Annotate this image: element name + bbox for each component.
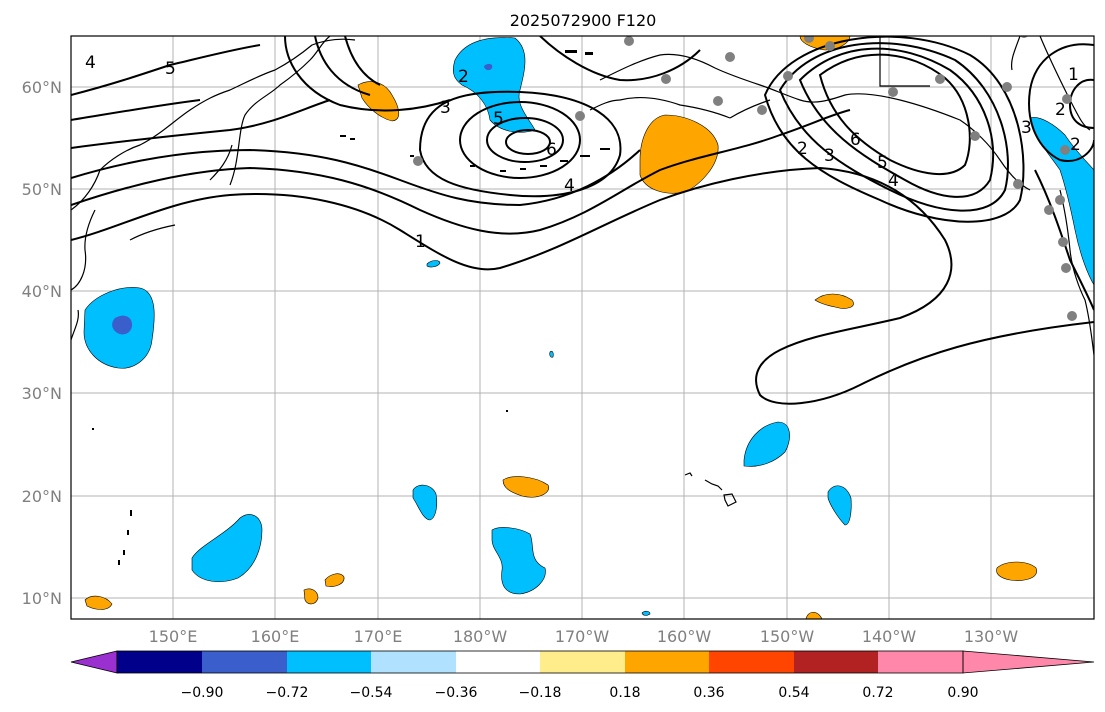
contour-label: 3 — [440, 98, 451, 118]
colorbar-extend-min — [71, 651, 117, 673]
contours — [71, 36, 1094, 405]
lon-label: 170°E — [354, 627, 403, 646]
longitude-labels: 150°E 160°E 170°E 180°W 170°W 160°W 150°… — [149, 627, 1019, 646]
colorbar-extend-max — [963, 651, 1094, 673]
lat-label: 30°N — [22, 384, 62, 403]
colorbar-labels: −0.90 −0.72 −0.54 −0.36 −0.18 0.18 0.36 … — [181, 685, 979, 701]
colorbar-label: −0.90 — [181, 685, 224, 701]
colorbar-segment — [794, 651, 878, 673]
station-markers — [413, 36, 1077, 321]
lon-label: 150°W — [760, 627, 815, 646]
colorbar-label: 0.54 — [778, 685, 809, 701]
contour-label: 2 — [458, 67, 469, 87]
colorbar-label: 0.18 — [609, 685, 640, 701]
lon-label: 150°E — [149, 627, 198, 646]
contour-label: 1 — [1068, 65, 1079, 85]
colorbar-label: −0.36 — [435, 685, 478, 701]
colorbar-segment — [456, 651, 540, 673]
anomaly-fill — [83, 36, 1094, 619]
contour-label: 4 — [564, 176, 575, 196]
colorbar-segment — [287, 651, 371, 673]
contour-label: 6 — [546, 140, 557, 160]
contour-label: 2 — [1055, 100, 1066, 120]
colorbar-segment — [371, 651, 456, 673]
contour-label: 5 — [165, 59, 176, 79]
contour-label: 2 — [1070, 135, 1081, 155]
lat-label: 60°N — [22, 78, 62, 97]
colorbar-label: −0.18 — [519, 685, 562, 701]
contour-label: 5 — [877, 153, 888, 173]
contour-label: 3 — [824, 146, 835, 166]
contour-label: 2 — [797, 139, 808, 159]
colorbar-label: −0.72 — [266, 685, 309, 701]
contour-label: 3 — [1021, 118, 1032, 138]
colorbar — [70, 650, 1095, 674]
contour-label: 4 — [85, 53, 96, 73]
colorbar-label: −0.54 — [350, 685, 393, 701]
colorbar-segment — [202, 651, 287, 673]
latitude-labels: 60°N 50°N 40°N 30°N 20°N 10°N — [22, 78, 62, 608]
map-frame — [70, 35, 1095, 620]
contour-label: 6 — [850, 130, 861, 150]
contour-label: 5 — [493, 109, 504, 129]
aleutian-islands — [92, 50, 610, 565]
lon-label: 160°E — [251, 627, 300, 646]
lon-label: 170°W — [555, 627, 610, 646]
contour-label: 1 — [415, 232, 426, 252]
colorbar-segment — [540, 651, 625, 673]
contour-labels: 1 2 3 4 5 6 4 5 3 2 6 5 4 3 2 1 2 — [85, 53, 1081, 252]
lon-label: 160°W — [657, 627, 712, 646]
colorbar-segment — [709, 651, 794, 673]
contour-label: 4 — [888, 171, 899, 191]
colorbar-label: 0.36 — [693, 685, 724, 701]
lat-label: 40°N — [22, 282, 62, 301]
colorbar-label: 0.90 — [947, 685, 978, 701]
lat-label: 50°N — [22, 180, 62, 199]
colorbar-label: 0.72 — [862, 685, 893, 701]
lat-label: 20°N — [22, 487, 62, 506]
colorbar-segment — [625, 651, 709, 673]
lon-label: 140°W — [862, 627, 917, 646]
lon-label: 180°W — [453, 627, 508, 646]
lat-label: 10°N — [22, 589, 62, 608]
colorbar-segment — [878, 651, 963, 673]
map-title: 2025072900 F120 — [510, 11, 657, 30]
lon-label: 130°W — [964, 627, 1019, 646]
colorbar-segment — [117, 651, 202, 673]
coastlines — [71, 36, 1094, 507]
